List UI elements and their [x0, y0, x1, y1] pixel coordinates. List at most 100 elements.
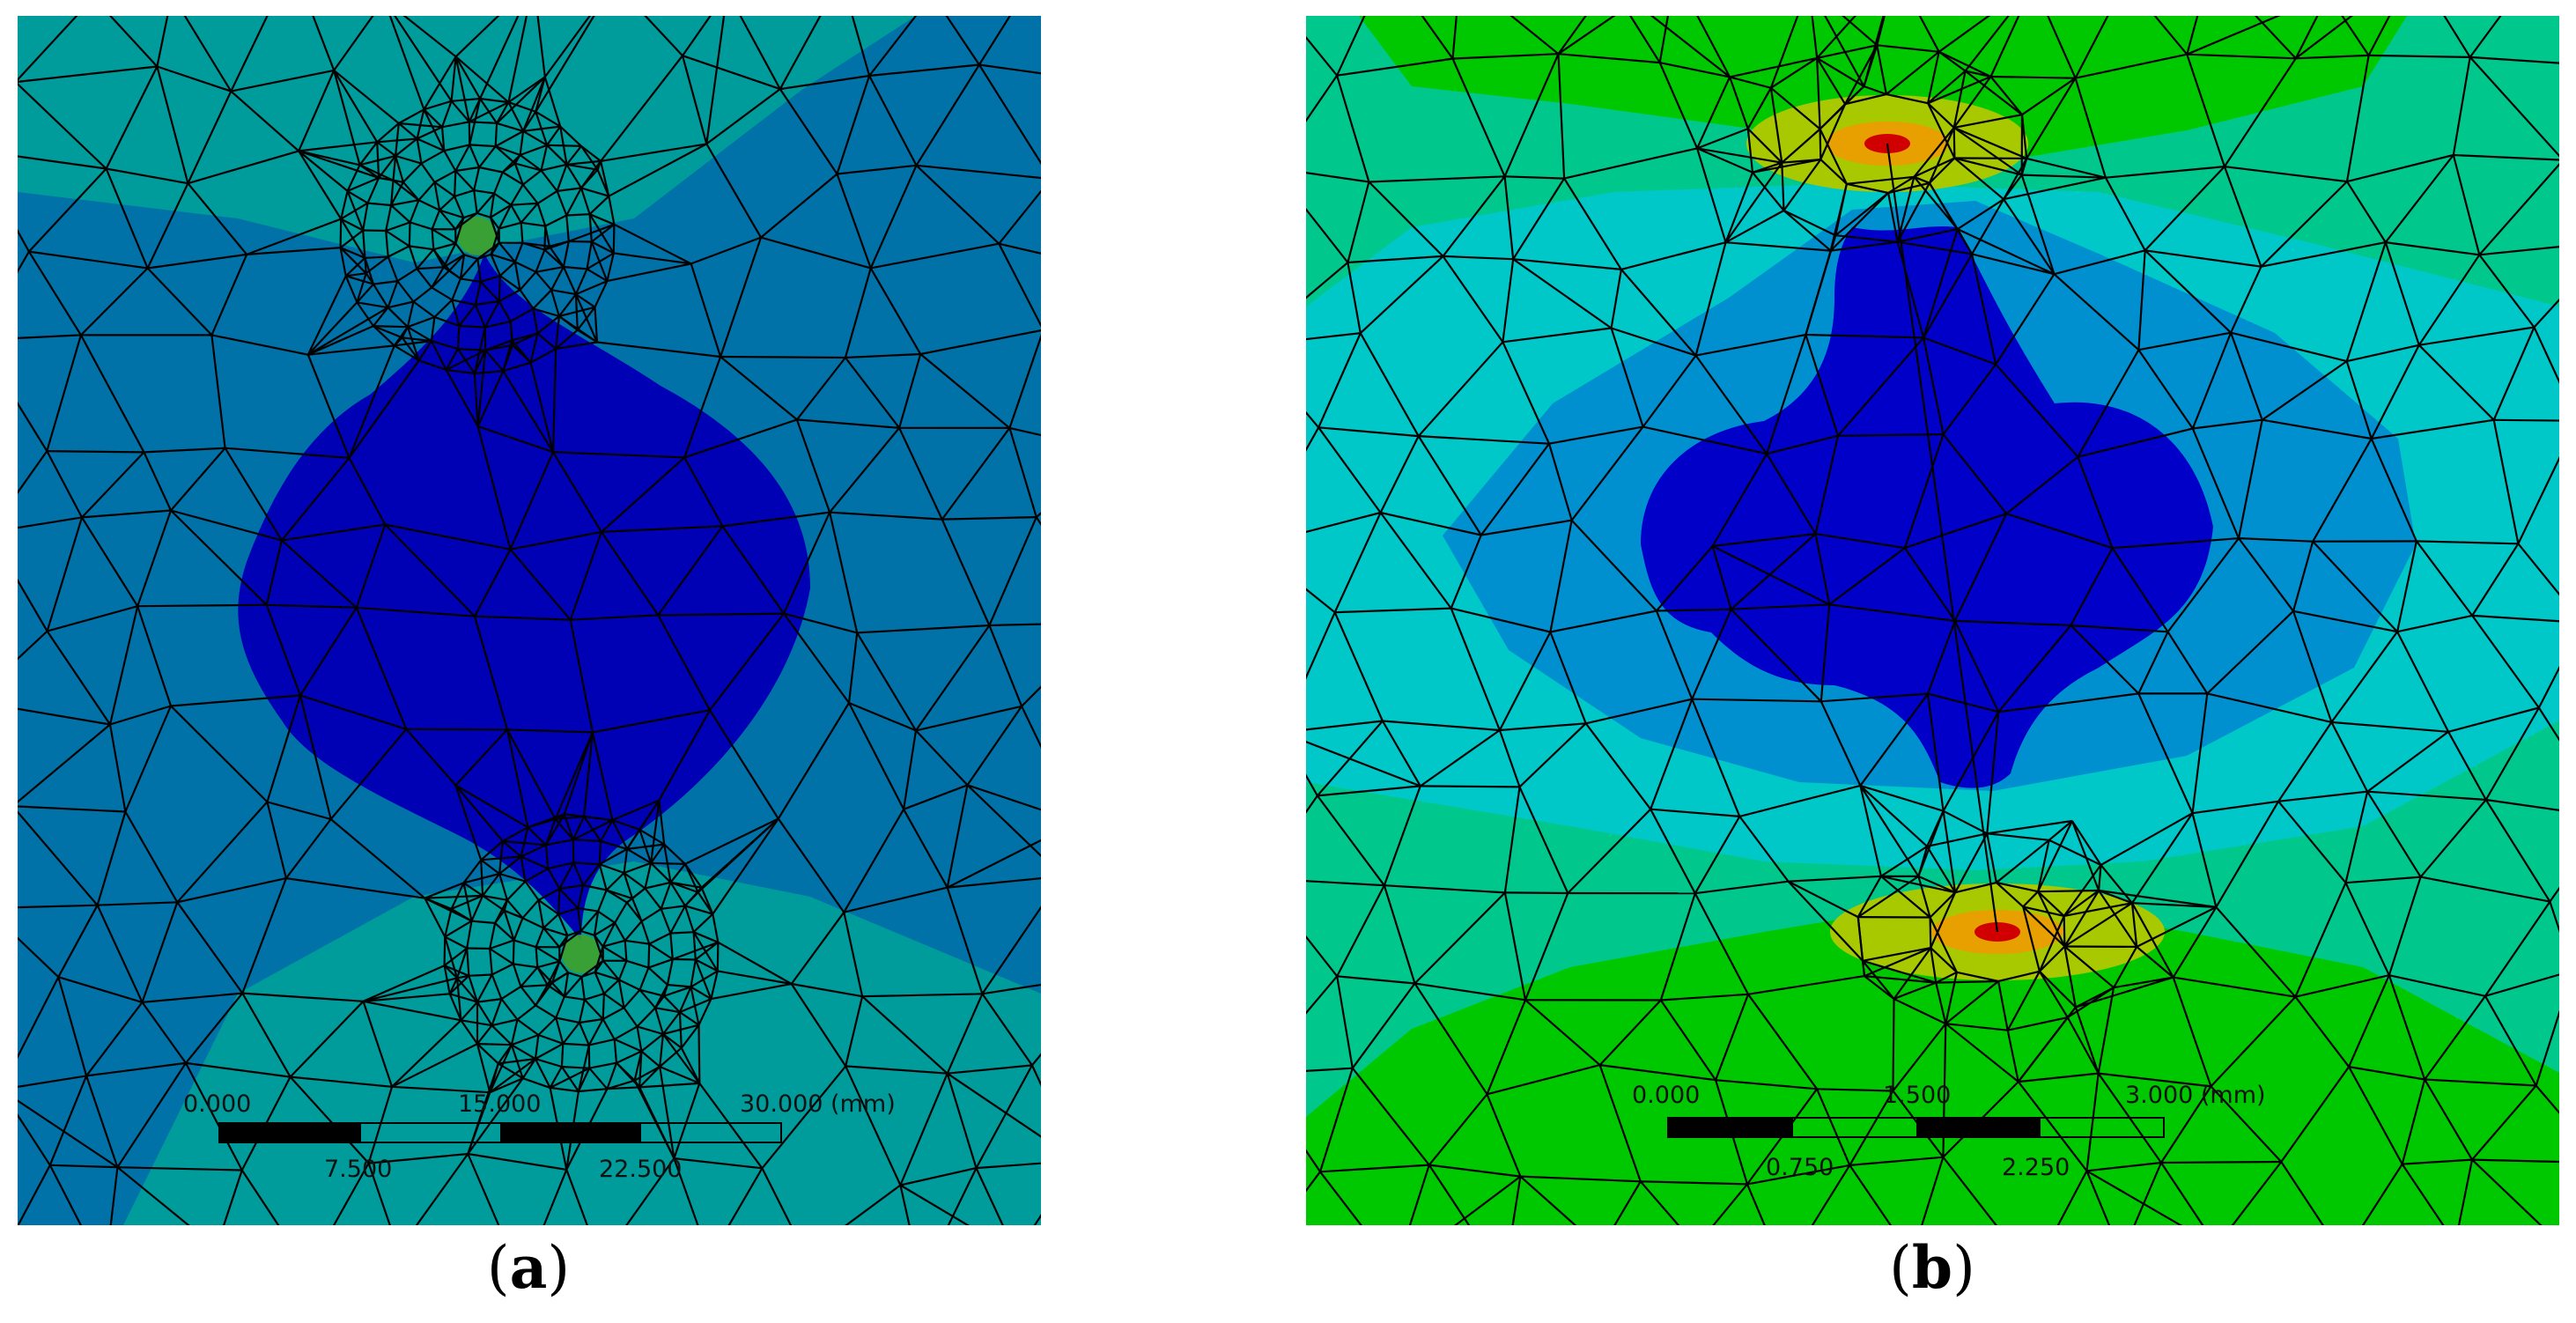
mesh-edge [941, 519, 991, 626]
mesh-edge [176, 901, 244, 994]
mesh-edge [1927, 70, 1967, 105]
mesh-edge [2066, 1016, 2100, 1075]
mesh-edge [586, 241, 593, 270]
mesh-edge [698, 1024, 701, 1083]
mesh-edge [946, 1073, 978, 1169]
mesh-edge [1926, 620, 1956, 694]
mesh-edge [1696, 147, 1753, 174]
mesh-edge [46, 335, 82, 452]
mesh-edge [477, 253, 491, 261]
mesh-edge [1904, 513, 2007, 550]
mesh-edge [530, 348, 557, 364]
mesh-edge [1306, 975, 1339, 1015]
mesh-edge [2230, 331, 2347, 363]
mesh-edge [1503, 787, 1521, 893]
mesh-edge [18, 16, 78, 82]
mesh-edge [1498, 729, 1521, 787]
mesh-edge [1696, 148, 1727, 243]
mesh-edge [625, 901, 643, 922]
mesh-edge [521, 1058, 536, 1079]
mesh-edge [557, 913, 569, 936]
mesh-edge [690, 987, 700, 1025]
mesh-edge [712, 817, 779, 915]
mesh-edge [423, 108, 443, 129]
mesh-edge [638, 828, 665, 846]
mesh-edge [210, 254, 248, 336]
mesh-edge [417, 137, 445, 152]
mesh-edge [363, 965, 446, 1002]
mesh-edge [510, 1019, 519, 1046]
mesh-edge [1935, 971, 1958, 984]
mesh-edge [1846, 182, 1889, 195]
mesh-edge [1928, 127, 1955, 184]
mesh-edge [716, 942, 720, 972]
mesh-edge [580, 976, 586, 1001]
region-green-top-b [1359, 16, 2407, 166]
mesh-edge [2039, 945, 2066, 972]
mesh-edge [537, 899, 545, 928]
mesh-edge [241, 877, 287, 994]
mesh-edge [2492, 327, 2535, 421]
mesh-edge [1730, 533, 1817, 610]
mesh-edge [1926, 846, 1957, 893]
mesh-edge [85, 1061, 187, 1077]
mesh-edge [558, 930, 582, 949]
mesh-edge [433, 242, 456, 251]
scale-label: 1.500 [1883, 1082, 1952, 1109]
mesh-edge [520, 221, 546, 227]
mesh-edge [491, 1024, 513, 1046]
mesh-edge [2172, 906, 2218, 979]
mesh-edge [586, 268, 608, 283]
mesh-edge [639, 988, 665, 997]
mesh-edge [555, 815, 585, 820]
mesh-edge [1887, 175, 1915, 194]
mesh-edge [2535, 1084, 2559, 1114]
mesh-edge [843, 809, 905, 913]
mesh-edge [2348, 974, 2390, 1068]
mesh-edge [281, 457, 351, 542]
mesh-edge [501, 154, 521, 174]
mesh-edge [473, 327, 486, 374]
mesh-edge [1954, 619, 2071, 627]
mesh-edge [1957, 228, 2055, 276]
mesh-edge [433, 181, 441, 211]
mesh-edge [556, 341, 598, 351]
mesh-edge [698, 998, 712, 1026]
mesh-edge [409, 245, 434, 251]
mesh-edge [1816, 16, 1857, 59]
mesh-edge [606, 253, 615, 282]
mesh-edge [18, 450, 48, 495]
mesh-edge [856, 632, 917, 731]
mesh-edge [388, 300, 414, 309]
mesh-edge [2191, 332, 2233, 429]
mesh-edge [498, 204, 513, 230]
mesh-edge [584, 999, 604, 1020]
mesh-edge [2418, 326, 2535, 346]
mesh-edge [1306, 172, 1369, 183]
mesh-edge [476, 350, 487, 427]
mesh-edge [558, 935, 569, 962]
mesh-edge [555, 315, 560, 350]
scale-label: 3.000 (mm) [2125, 1082, 2266, 1109]
mesh-edge [2484, 900, 2551, 997]
mesh-edge [783, 612, 858, 634]
mesh-edge [1815, 533, 1906, 550]
mesh-edge [2277, 790, 2368, 802]
mesh-edge [384, 523, 476, 617]
mesh-edge [156, 16, 169, 67]
mesh-edge [1318, 1068, 1354, 1172]
mesh-edge [117, 1166, 242, 1171]
mesh-edge [1747, 128, 1783, 164]
mesh-edge [1837, 336, 1924, 437]
mesh-edge [358, 141, 379, 166]
mesh-edge [1876, 45, 1887, 95]
mesh-edge [356, 283, 374, 304]
mesh-edge [2022, 905, 2066, 948]
mesh-edge [1549, 632, 1587, 724]
mesh-edge [662, 1033, 683, 1049]
mesh-edge [1986, 833, 1997, 883]
mesh-edge [573, 861, 600, 866]
mesh-edge [559, 883, 584, 891]
mesh-edge [520, 203, 539, 224]
mesh-edge [18, 630, 48, 661]
